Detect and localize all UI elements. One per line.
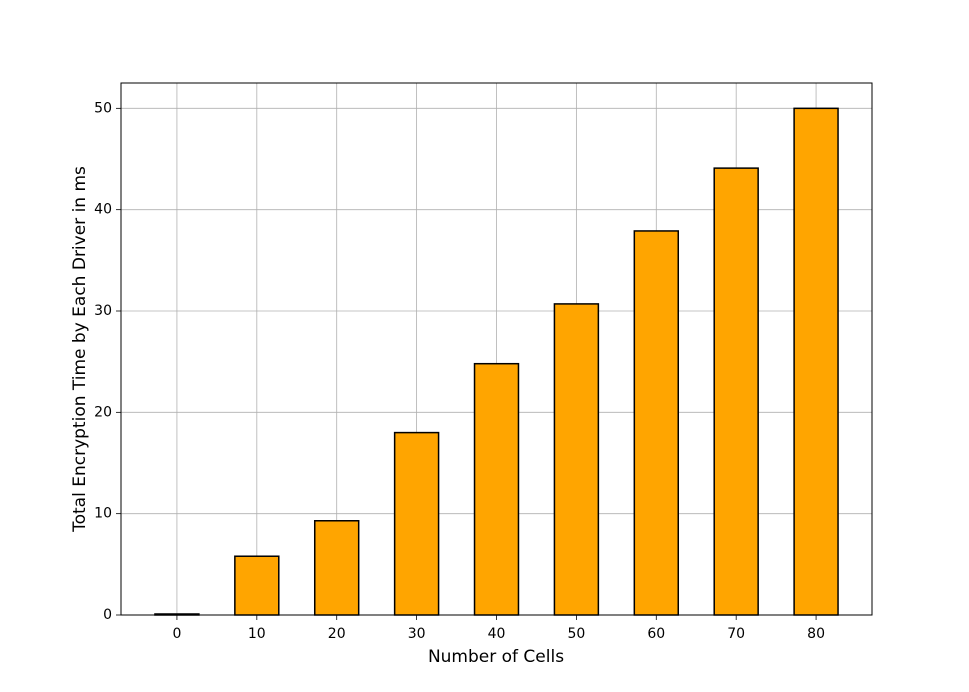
x-tick-label: 40 [488,626,506,642]
plot-frame [120,82,873,616]
x-tick-label: 60 [647,626,665,642]
x-tick-label: 20 [328,626,346,642]
x-tick-label: 80 [807,626,825,642]
x-axis-label: Number of Cells [428,647,564,667]
y-tick-label: 0 [103,607,112,623]
bar [234,555,280,616]
bar [713,167,759,616]
bar [553,303,600,616]
y-tick-label: 40 [94,202,112,218]
y-tick-label: 30 [94,303,112,319]
y-tick-label: 10 [94,506,112,522]
x-tick-label: 10 [248,626,266,642]
x-tick-label: 30 [408,626,426,642]
x-tick-label: 70 [727,626,745,642]
bar [793,107,839,616]
x-tick-label: 0 [172,626,181,642]
bar [633,230,680,616]
bar [313,520,360,616]
y-tick-label: 20 [94,404,112,420]
bar [393,431,440,616]
bar [473,362,520,616]
y-axis-label: Total Encryption Time by Each Driver in … [70,166,90,533]
y-tick-label: 50 [94,100,112,116]
x-tick-label: 50 [567,626,585,642]
